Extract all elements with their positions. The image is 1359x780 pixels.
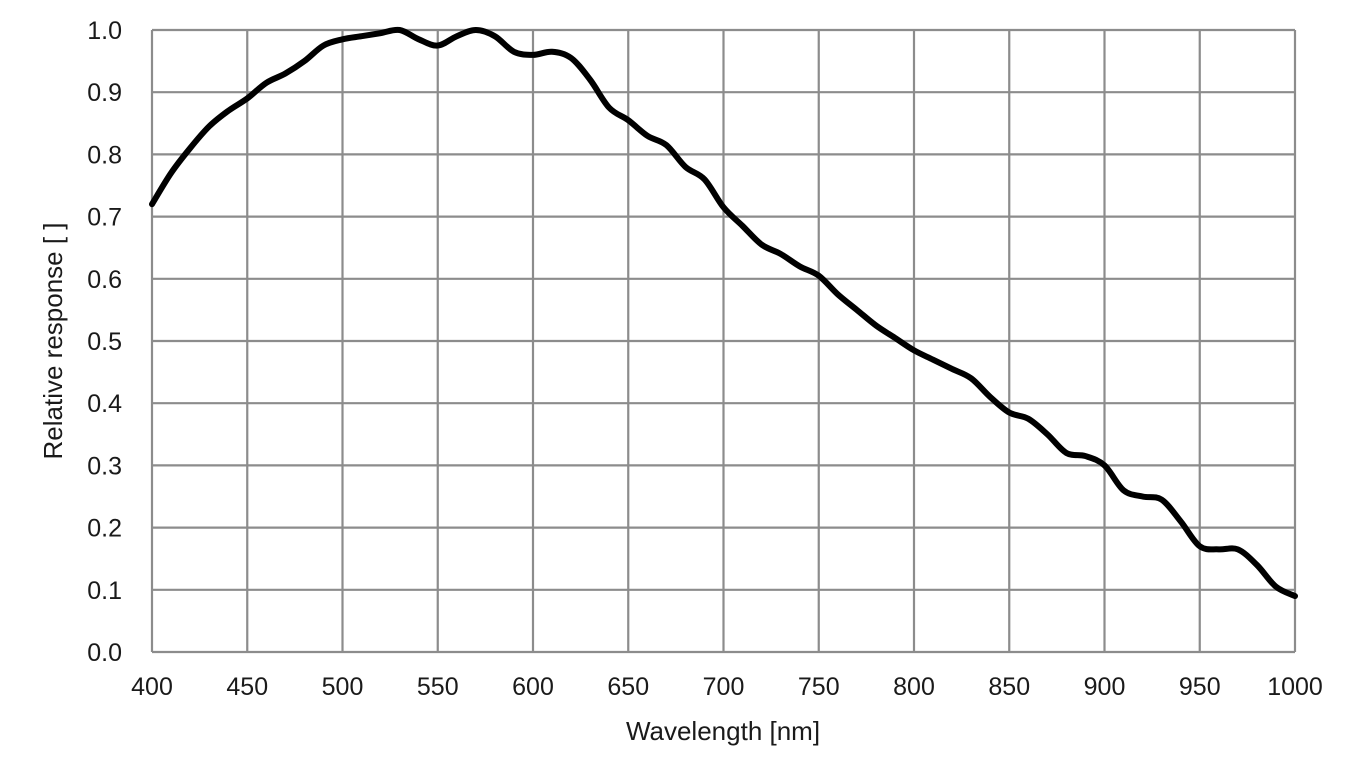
grid-layer — [150, 28, 1297, 654]
x-tick-label: 450 — [226, 673, 268, 701]
y-tick-label: 0.1 — [87, 577, 122, 605]
x-tick-label: 650 — [607, 673, 649, 701]
series-layer — [149, 26, 1298, 600]
x-tick-label: 700 — [703, 673, 745, 701]
y-tick-label: 0.3 — [87, 452, 122, 480]
y-tick-label: 0.7 — [87, 204, 122, 232]
x-tick-label: 400 — [131, 673, 173, 701]
y-tick-label: 0.0 — [87, 639, 122, 667]
y-axis-title: Relative response [ ] — [38, 222, 68, 459]
x-tick-label: 950 — [1179, 673, 1221, 701]
y-tick-label: 0.6 — [87, 266, 122, 294]
x-axis-title: Wavelength [nm] — [626, 716, 820, 746]
x-tick-label: 550 — [417, 673, 459, 701]
x-tick-label: 1000 — [1267, 673, 1323, 701]
y-axis-ticks: 0.0 0.1 0.2 0.3 0.4 0.5 0.6 0.7 0.8 0.9 1.0 — [87, 17, 122, 667]
y-tick-label: 0.5 — [87, 328, 122, 356]
y-tick-label: 1.0 — [87, 17, 122, 45]
x-tick-label: 600 — [512, 673, 554, 701]
x-tick-label: 800 — [893, 673, 935, 701]
y-tick-label: 0.2 — [87, 515, 122, 543]
y-tick-label: 0.4 — [87, 390, 122, 418]
x-tick-label: 900 — [1084, 673, 1126, 701]
x-axis-ticks: 400 450 500 550 600 650 700 750 800 850 900 950 1000 — [131, 673, 1323, 701]
series-line-relative-response — [149, 26, 1298, 600]
y-tick-label: 0.8 — [87, 141, 122, 169]
x-tick-label: 750 — [798, 673, 840, 701]
y-tick-label: 0.9 — [87, 79, 122, 107]
x-tick-label: 850 — [988, 673, 1030, 701]
x-tick-label: 500 — [322, 673, 364, 701]
